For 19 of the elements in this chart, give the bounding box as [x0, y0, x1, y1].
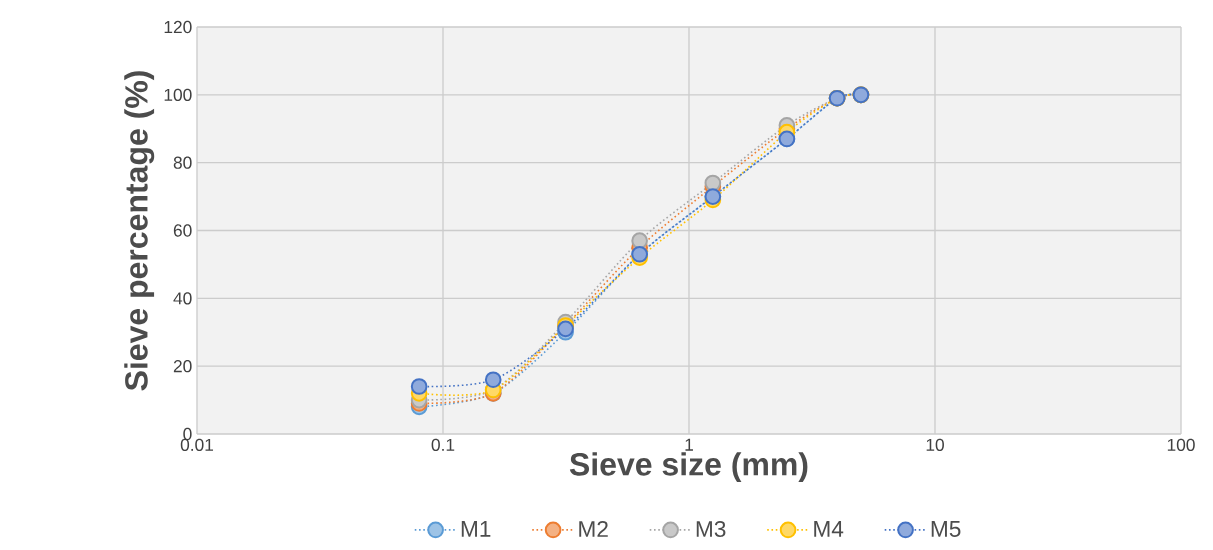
- y-axis-title: Sieve percentage (%): [124, 71, 155, 391]
- x-tick-label: 1: [685, 438, 693, 451]
- y-tick-label: 40: [173, 292, 192, 305]
- y-tick-label: 100: [164, 88, 192, 101]
- legend-label: M5: [931, 521, 961, 537]
- legend-label: M2: [579, 521, 608, 537]
- x-axis-title: Sieve size (mm): [569, 452, 808, 482]
- legend-label: M1: [461, 521, 491, 537]
- x-tick-label: 10: [926, 438, 944, 451]
- y-tick-label: 60: [173, 224, 192, 237]
- y-tick-label: 20: [173, 360, 192, 373]
- x-tick-label: 0.1: [431, 438, 455, 451]
- y-tick-label: 0: [183, 427, 192, 441]
- legend-label: M4: [814, 521, 844, 537]
- y-tick-label: 120: [164, 20, 192, 34]
- legend-label: M3: [696, 521, 726, 538]
- x-tick-label: 100: [1167, 438, 1195, 451]
- x-tick-label: 0.01: [180, 438, 214, 451]
- y-tick-label: 80: [173, 156, 192, 169]
